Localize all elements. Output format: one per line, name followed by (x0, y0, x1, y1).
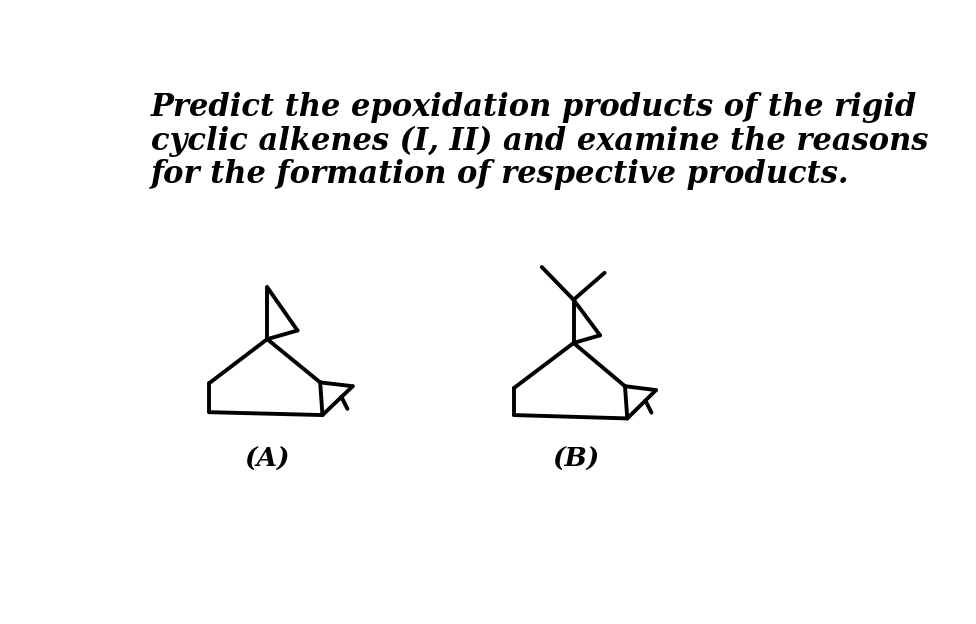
Text: cyclic alkenes (I, II) and examine the reasons: cyclic alkenes (I, II) and examine the r… (150, 125, 928, 157)
Text: (A): (A) (244, 447, 290, 472)
Text: Predict the epoxidation products of the rigid: Predict the epoxidation products of the … (150, 92, 917, 123)
Text: for the formation of respective products.: for the formation of respective products… (150, 159, 849, 190)
Text: (B): (B) (552, 447, 599, 472)
